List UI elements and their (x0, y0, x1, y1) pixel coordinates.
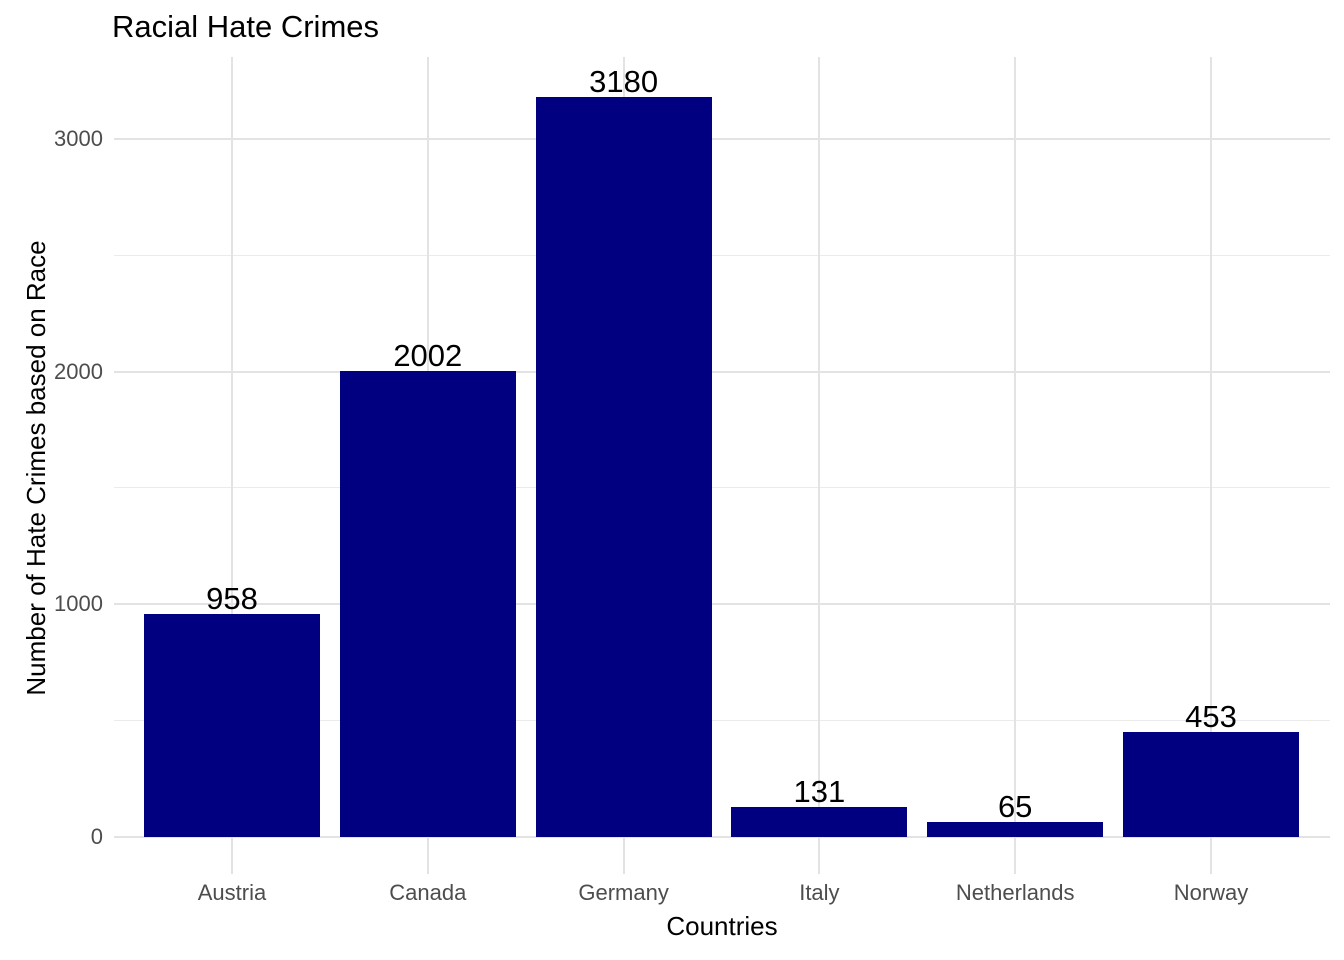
h-gridline-major (114, 603, 1330, 606)
bar-value-label: 453 (1185, 698, 1237, 734)
bar-italy (731, 806, 908, 837)
h-gridline-major (114, 836, 1330, 838)
h-gridline-minor (114, 487, 1330, 489)
bar-canada (339, 371, 516, 837)
v-gridline-major (818, 57, 821, 874)
bar-value-label: 3180 (589, 64, 659, 99)
y-tick-label: 2000 (54, 358, 103, 384)
chart-title: Racial Hate Crimes (112, 9, 380, 44)
x-tick-label: Austria (197, 880, 267, 905)
bar-value-label: 958 (206, 581, 258, 617)
plot-panel (114, 57, 1330, 874)
y-tick-label: 3000 (54, 125, 103, 151)
v-gridline-major (1014, 57, 1017, 874)
x-tick-label: Italy (799, 880, 840, 905)
x-axis-title: Countries (666, 911, 778, 941)
bar-norway (1123, 731, 1299, 837)
bar-value-label: 131 (793, 773, 846, 809)
v-gridline-major (1210, 57, 1212, 874)
bar-value-label: 65 (997, 788, 1033, 824)
bar-netherlands (927, 821, 1104, 837)
bar-germany (535, 97, 712, 837)
h-gridline-major (114, 137, 1330, 140)
y-tick-label: 0 (90, 824, 103, 849)
x-tick-label: Norway (1173, 880, 1249, 905)
h-gridline-minor (114, 254, 1330, 256)
y-axis-title: Number of Hate Crimes based on Race (21, 240, 51, 696)
y-tick-label: 1000 (54, 591, 103, 617)
x-tick-label: Canada (389, 880, 467, 905)
bar-value-label: 2002 (393, 338, 463, 374)
x-tick-label: Germany (578, 880, 669, 905)
x-tick-label: Netherlands (955, 880, 1075, 905)
bar-austria (144, 614, 320, 837)
h-gridline-minor (114, 720, 1330, 722)
v-gridline-major (231, 57, 233, 874)
h-gridline-major (114, 370, 1330, 373)
